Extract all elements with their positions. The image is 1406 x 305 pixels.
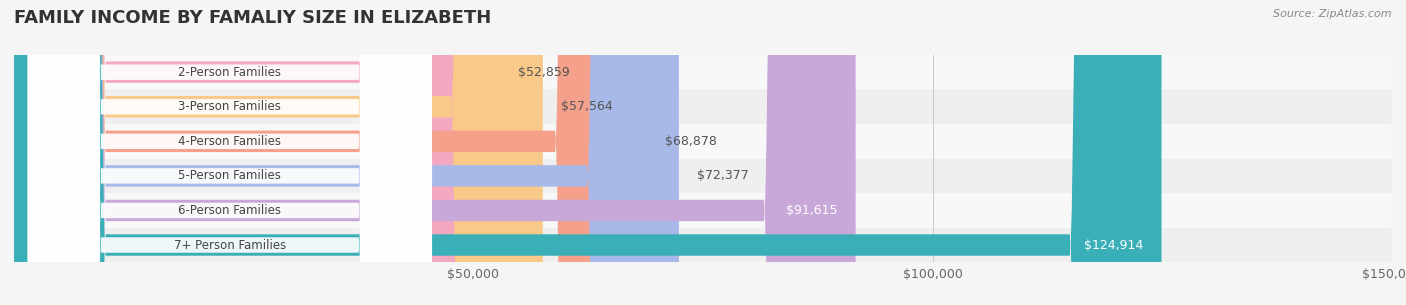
Text: $57,564: $57,564 [561, 100, 613, 113]
FancyBboxPatch shape [28, 0, 432, 305]
Text: 7+ Person Families: 7+ Person Families [174, 239, 285, 252]
Text: Source: ZipAtlas.com: Source: ZipAtlas.com [1274, 9, 1392, 19]
FancyBboxPatch shape [28, 0, 432, 305]
FancyBboxPatch shape [28, 0, 432, 305]
FancyBboxPatch shape [14, 0, 856, 305]
FancyBboxPatch shape [14, 0, 1161, 305]
Text: $52,859: $52,859 [517, 66, 569, 79]
FancyBboxPatch shape [14, 0, 543, 305]
Bar [14, 159, 1392, 193]
FancyBboxPatch shape [14, 0, 499, 305]
Text: 3-Person Families: 3-Person Families [179, 100, 281, 113]
Text: 6-Person Families: 6-Person Families [179, 204, 281, 217]
Bar [14, 193, 1392, 228]
Text: $91,615: $91,615 [786, 204, 837, 217]
FancyBboxPatch shape [14, 0, 679, 305]
Text: $124,914: $124,914 [1084, 239, 1143, 252]
Text: 4-Person Families: 4-Person Families [179, 135, 281, 148]
Text: $68,878: $68,878 [665, 135, 717, 148]
Bar [14, 228, 1392, 262]
FancyBboxPatch shape [28, 0, 432, 305]
Text: FAMILY INCOME BY FAMALIY SIZE IN ELIZABETH: FAMILY INCOME BY FAMALIY SIZE IN ELIZABE… [14, 9, 491, 27]
Text: 2-Person Families: 2-Person Families [179, 66, 281, 79]
Text: 5-Person Families: 5-Person Families [179, 169, 281, 182]
FancyBboxPatch shape [28, 0, 432, 305]
Bar [14, 89, 1392, 124]
FancyBboxPatch shape [14, 0, 647, 305]
Bar [14, 124, 1392, 159]
FancyBboxPatch shape [28, 0, 432, 305]
Bar [14, 55, 1392, 89]
Text: $72,377: $72,377 [697, 169, 749, 182]
